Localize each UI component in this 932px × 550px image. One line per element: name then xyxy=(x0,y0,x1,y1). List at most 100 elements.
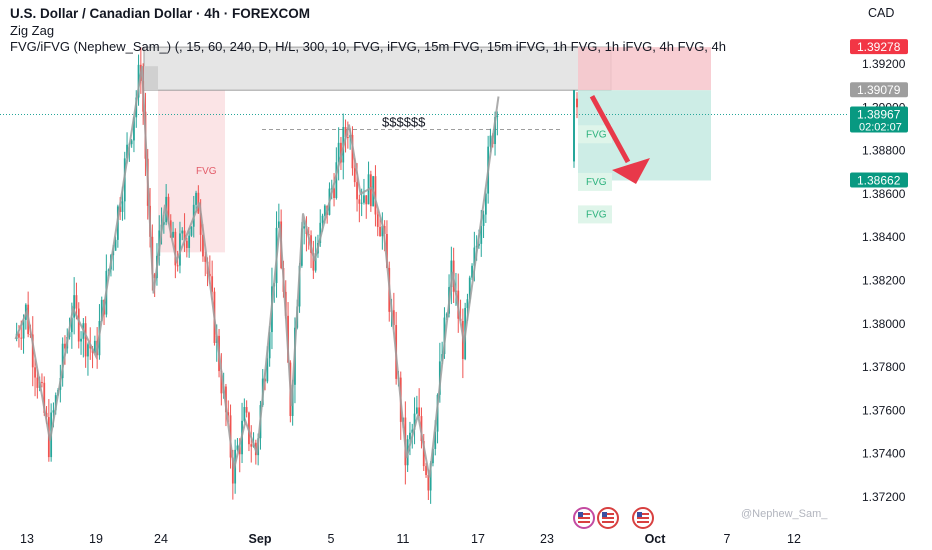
candle-body xyxy=(61,343,64,379)
flag-canton xyxy=(578,512,583,517)
price-label-target xyxy=(850,172,908,188)
candle-body xyxy=(314,253,317,271)
candle-body xyxy=(376,214,379,227)
flag-stripe xyxy=(637,521,649,523)
price-label-text: 1.38662 xyxy=(857,173,901,187)
candle-body xyxy=(335,162,338,199)
candle-body xyxy=(277,221,280,228)
candle-body xyxy=(268,332,271,359)
candle-body xyxy=(356,182,358,200)
candle-body xyxy=(429,463,432,491)
candle-body xyxy=(471,265,473,278)
fvg-indicator-label[interactable]: FVG/iFVG (Nephew_Sam_) (, 15, 60, 240, D… xyxy=(10,39,726,54)
candle-body xyxy=(199,213,202,235)
candle-body xyxy=(573,89,575,162)
candle-body xyxy=(245,407,248,413)
candle-body xyxy=(183,230,186,241)
candle-body xyxy=(468,277,471,300)
watermark: @Nephew_Sam_ xyxy=(741,508,828,520)
candle-body xyxy=(93,340,96,353)
candle-body xyxy=(381,226,384,237)
candle-body xyxy=(482,214,485,226)
candle-body xyxy=(360,202,363,204)
candle-body xyxy=(22,319,25,339)
candle-body xyxy=(43,382,46,413)
candle-body xyxy=(87,344,89,357)
y-tick-label: 1.39200 xyxy=(862,57,906,71)
y-tick-label: 1.37600 xyxy=(862,403,906,417)
y-tick-label: 1.38400 xyxy=(862,230,906,244)
price-label-entry xyxy=(850,82,908,98)
candle-body xyxy=(34,367,36,378)
candle-body xyxy=(36,377,39,388)
x-tick-label: Oct xyxy=(645,532,667,546)
candle-body xyxy=(363,195,365,203)
x-tick-label: 19 xyxy=(89,532,103,546)
currency-label: CAD xyxy=(868,6,895,20)
annotation-fvg: FVG xyxy=(586,177,607,188)
candle-body xyxy=(195,192,197,205)
y-tick-label: 1.38800 xyxy=(862,144,906,158)
candle-body xyxy=(312,252,315,271)
candle-body xyxy=(77,308,80,342)
candle-body xyxy=(434,431,437,449)
candle-body xyxy=(220,371,223,394)
chart-title: U.S. Dollar / Canadian Dollar · 4h · FOR… xyxy=(10,6,311,21)
y-tick-label: 1.38000 xyxy=(862,317,906,331)
x-tick-label: 17 xyxy=(471,532,485,546)
candle-body xyxy=(188,235,191,248)
candle-body xyxy=(358,199,361,204)
supply-zone-edge xyxy=(144,66,158,91)
annotation-fvg: FVG xyxy=(196,166,217,177)
candle-body xyxy=(70,317,73,333)
candle-body xyxy=(114,239,117,251)
candle-body xyxy=(250,444,253,447)
candle-body xyxy=(392,310,395,326)
short-arrow-shaft xyxy=(589,94,631,164)
flag-stripe xyxy=(578,521,590,523)
candle-body xyxy=(346,137,349,139)
flag-canton xyxy=(602,512,607,517)
x-tick-label: 23 xyxy=(540,532,554,546)
candle-body xyxy=(353,168,356,183)
x-tick-label: 5 xyxy=(328,532,335,546)
annotation-liquidity: $$$$$$ xyxy=(382,114,426,129)
stop-loss-zone xyxy=(578,47,711,91)
candle-body xyxy=(494,116,496,145)
candle-body xyxy=(489,135,492,147)
candle-body xyxy=(73,295,76,318)
y-tick-label: 1.37400 xyxy=(862,447,906,461)
candle-body xyxy=(432,448,434,464)
x-tick-label: 12 xyxy=(787,532,801,546)
candle-body xyxy=(425,466,427,475)
candle-body xyxy=(369,174,372,207)
candle-body xyxy=(176,265,179,267)
candle-body xyxy=(204,256,207,262)
candle-body xyxy=(236,445,239,450)
candle-body xyxy=(179,233,181,266)
candle-body xyxy=(365,195,368,205)
candle-body xyxy=(413,413,416,430)
candle-body xyxy=(418,407,421,417)
candle-body xyxy=(18,333,20,338)
candle-body xyxy=(344,126,347,138)
candle-body xyxy=(20,337,23,339)
candle-body xyxy=(211,276,214,292)
flag-stripe xyxy=(578,517,590,519)
price-label-text: 1.38967 xyxy=(857,107,901,121)
candle-body xyxy=(64,343,66,349)
candle-body xyxy=(374,176,377,215)
candle-body xyxy=(45,412,48,418)
candle-body xyxy=(466,299,469,308)
candle-body xyxy=(68,332,71,337)
y-tick-label: 1.37800 xyxy=(862,360,906,374)
zigzag-line xyxy=(14,66,500,478)
candle-body xyxy=(319,222,322,243)
candle-body xyxy=(172,231,174,238)
bullish-fvg-zone-1 xyxy=(578,125,612,144)
x-tick-label: 7 xyxy=(724,532,731,546)
candle-body xyxy=(100,299,103,322)
candle-body xyxy=(266,358,269,382)
zigzag-indicator-label[interactable]: Zig Zag xyxy=(10,23,55,38)
